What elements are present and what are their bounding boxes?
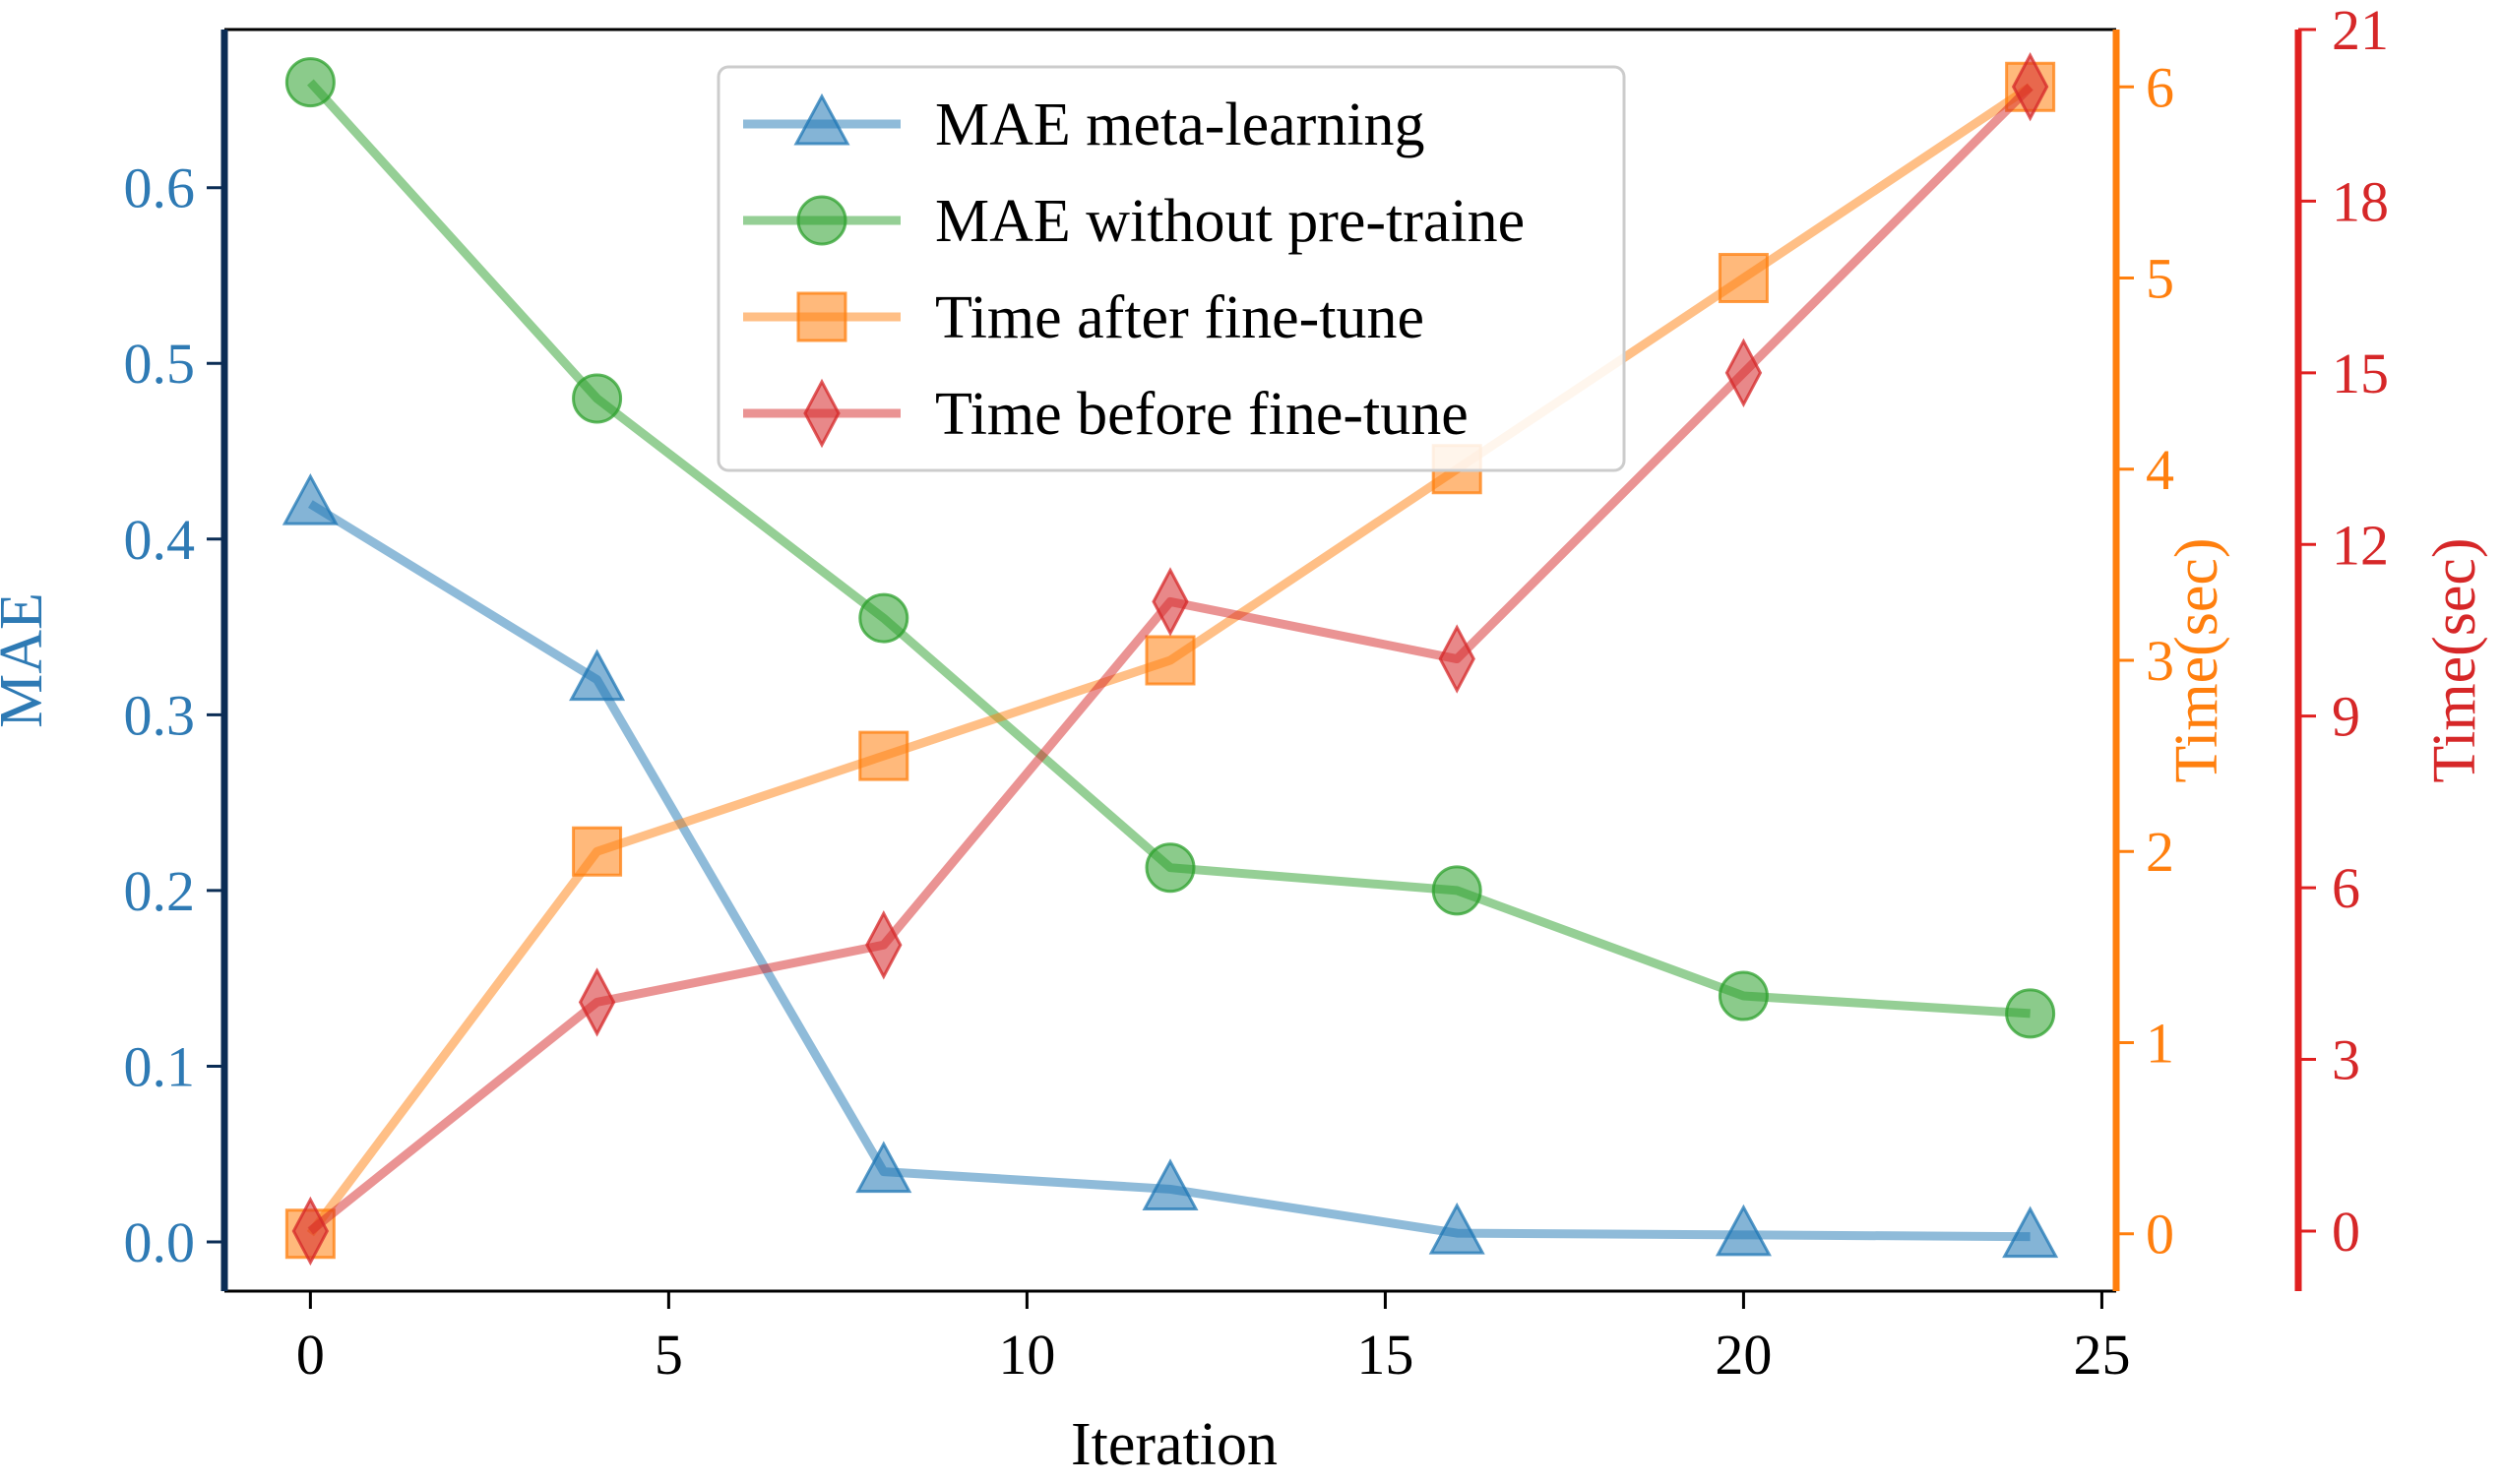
series-2-point-5 (1718, 253, 1769, 304)
y-tick-label-mae-0: 0.0 (124, 1210, 196, 1274)
series-1-point-6 (2005, 988, 2056, 1039)
y-tick-label-time_orange-3: 3 (2146, 629, 2174, 693)
y-tick-label-mae-3: 0.3 (124, 683, 196, 747)
series-0-point-5 (1715, 1204, 1772, 1257)
series-0-point-3 (1142, 1158, 1199, 1210)
y-tick-label-time_orange-5: 5 (2146, 247, 2174, 311)
y-axis-title-time_orange: Time(sec) (2163, 537, 2230, 782)
y-tick-label-time_orange-0: 0 (2146, 1203, 2174, 1267)
y-tick-label-time_red-2: 6 (2332, 856, 2360, 920)
series-0-point-2 (855, 1141, 912, 1194)
legend-label-1: MAE without pre-traine (935, 188, 1525, 255)
series-0-point-1 (569, 649, 626, 702)
legend-marker-1 (796, 195, 847, 246)
series-3-point-0 (291, 1196, 330, 1267)
y-tick-label-time_red-4: 12 (2332, 513, 2389, 577)
series-1-point-1 (572, 373, 623, 424)
y-tick-label-time_red-7: 21 (2332, 0, 2389, 62)
series-3-point-5 (1724, 338, 1763, 408)
legend-marker-2 (796, 291, 847, 342)
series-3-point-6 (2011, 51, 2049, 122)
y-tick-label-mae-1: 0.1 (124, 1034, 196, 1098)
series-3 (291, 51, 2049, 1267)
series-3-point-1 (578, 967, 616, 1037)
y-tick-label-time_orange-4: 4 (2146, 438, 2174, 502)
series-0 (282, 472, 2059, 1259)
series-2-point-1 (572, 826, 623, 877)
legend: MAE meta-learning MAE without pre-traine T… (717, 65, 1626, 472)
legend-item-3: Time before fine-tune (743, 378, 1469, 449)
series-0-point-0 (282, 472, 339, 526)
series-1-point-4 (1431, 865, 1482, 916)
y-tick-label-time_red-1: 3 (2332, 1028, 2360, 1092)
y-tick-label-time_orange-1: 1 (2146, 1011, 2174, 1075)
y-tick-label-mae-2: 0.2 (124, 859, 196, 923)
x-tick-label-5: 5 (655, 1323, 683, 1387)
series-2-point-3 (1145, 635, 1196, 686)
legend-label-0: MAE meta-learning (935, 92, 1425, 158)
x-tick-label-25: 25 (2073, 1323, 2130, 1387)
y-tick-label-time_red-3: 9 (2332, 685, 2360, 749)
legend-label-2: Time after fine-tune (935, 284, 1424, 351)
y-tick-label-time_red-5: 15 (2332, 341, 2389, 405)
x-tick-label-0: 0 (296, 1323, 325, 1387)
y-tick-label-mae-4: 0.4 (124, 508, 196, 572)
series-1-point-3 (1145, 842, 1196, 894)
legend-box (717, 65, 1626, 472)
series-1-point-0 (284, 57, 336, 108)
legend-item-2: Time after fine-tune (743, 284, 1424, 351)
y-tick-label-time_orange-2: 2 (2146, 820, 2174, 884)
series-2-point-2 (858, 730, 909, 781)
legend-marker-3 (803, 378, 841, 449)
series-0-point-6 (2002, 1206, 2059, 1259)
y-tick-label-time_red-6: 18 (2332, 169, 2389, 233)
series-3-point-2 (865, 910, 903, 980)
legend-label-3: Time before fine-tune (935, 381, 1469, 448)
x-axis-title: Iteration (1071, 1411, 1278, 1478)
series-1-point-5 (1718, 970, 1769, 1021)
y-tick-label-mae-5: 0.5 (124, 332, 196, 396)
legend-item-1: MAE without pre-traine (743, 188, 1525, 255)
legend-marker-0 (793, 93, 850, 146)
series-layer (282, 51, 2059, 1267)
series-3-point-3 (1152, 567, 1189, 637)
series-1 (284, 57, 2056, 1039)
y-axis-title-mae: MAE (0, 592, 55, 728)
legend-item-0: MAE meta-learning (743, 92, 1425, 158)
series-1-point-2 (858, 592, 909, 644)
y-tick-label-time_orange-6: 6 (2146, 55, 2174, 119)
y-tick-label-time_red-0: 0 (2332, 1200, 2360, 1264)
x-tick-label-20: 20 (1715, 1323, 1772, 1387)
y-axis-title-time_red: Time(sec) (2421, 537, 2488, 782)
x-tick-label-15: 15 (1356, 1323, 1413, 1387)
x-tick-label-10: 10 (998, 1323, 1055, 1387)
series-0-point-4 (1428, 1202, 1485, 1255)
series-3-point-4 (1438, 624, 1475, 694)
y-tick-label-mae-6: 0.6 (124, 156, 196, 220)
